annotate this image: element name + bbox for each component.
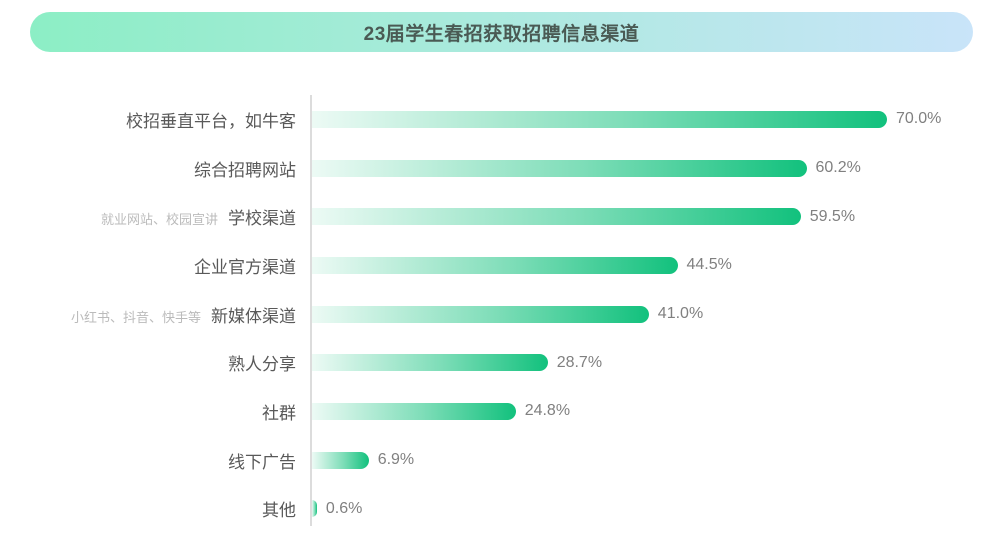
bar <box>312 305 649 323</box>
category-label: 综合招聘网站 <box>194 160 296 180</box>
bar <box>312 500 317 518</box>
value-label: 60.2% <box>815 159 861 177</box>
chart-title-banner: 23届学生春招获取招聘信息渠道 <box>30 12 973 52</box>
chart-row: 社群 24.8% <box>0 387 1003 436</box>
bar-cell: 70.0% <box>312 110 1003 128</box>
chart-row: 综合招聘网站 60.2% <box>0 144 1003 193</box>
category-label: 校招垂直平台，如牛客 <box>126 111 296 131</box>
bar <box>312 402 516 420</box>
chart-row: 其他 0.6% <box>0 485 1003 534</box>
chart-row: 熟人分享 28.7% <box>0 338 1003 387</box>
bar-cell: 60.2% <box>312 159 1003 177</box>
value-label: 41.0% <box>657 305 704 323</box>
category-label: 线下广告 <box>228 452 296 472</box>
category-cell: 熟人分享 <box>0 350 310 375</box>
value-label: 6.9% <box>377 451 415 469</box>
category-label: 企业官方渠道 <box>194 257 296 277</box>
category-label: 其他 <box>262 501 296 521</box>
value-label: 44.5% <box>686 256 732 274</box>
bar <box>312 354 548 372</box>
value-label: 70.0% <box>896 110 942 128</box>
bar-cell: 41.0% <box>312 305 1003 323</box>
bar <box>312 208 801 226</box>
value-label: 24.8% <box>524 402 571 420</box>
chart-row: 就业网站、校园宣讲 学校渠道 59.5% <box>0 192 1003 241</box>
category-cell: 校招垂直平台，如牛客 <box>0 107 310 132</box>
bar-cell: 6.9% <box>312 451 1003 469</box>
bar <box>312 451 369 469</box>
category-cell: 企业官方渠道 <box>0 253 310 278</box>
bar <box>312 256 678 274</box>
bar-cell: 44.5% <box>312 256 1003 274</box>
chart-row: 小红书、抖音、快手等 新媒体渠道 41.0% <box>0 290 1003 339</box>
category-label: 新媒体渠道 <box>211 306 296 326</box>
bar-chart: 校招垂直平台，如牛客 70.0% 综合招聘网站 60.2% 就业网站、校园宣讲 … <box>0 95 1003 533</box>
category-sublabel: 小红书、抖音、快手等 <box>70 309 201 325</box>
value-label: 0.6% <box>325 499 363 517</box>
bar-cell: 24.8% <box>312 402 1003 420</box>
bar-cell: 59.5% <box>312 208 1003 226</box>
chart-row: 线下广告 6.9% <box>0 436 1003 485</box>
y-axis-line <box>310 95 312 526</box>
bar-cell: 0.6% <box>312 500 1003 518</box>
bar-cell: 28.7% <box>312 354 1003 372</box>
bar <box>312 159 807 177</box>
category-cell: 线下广告 <box>0 448 310 473</box>
category-cell: 就业网站、校园宣讲 学校渠道 <box>0 204 310 229</box>
value-label: 28.7% <box>556 353 603 371</box>
chart-title: 23届学生春招获取招聘信息渠道 <box>363 23 640 45</box>
category-sublabel: 就业网站、校园宣讲 <box>100 212 218 228</box>
value-label: 59.5% <box>809 207 856 225</box>
category-cell: 其他 <box>0 496 310 521</box>
category-cell: 综合招聘网站 <box>0 156 310 181</box>
category-cell: 社群 <box>0 399 310 424</box>
chart-rows: 校招垂直平台，如牛客 70.0% 综合招聘网站 60.2% 就业网站、校园宣讲 … <box>0 95 1003 533</box>
category-label: 社群 <box>262 403 296 423</box>
chart-row: 校招垂直平台，如牛客 70.0% <box>0 95 1003 144</box>
chart-row: 企业官方渠道 44.5% <box>0 241 1003 290</box>
category-cell: 小红书、抖音、快手等 新媒体渠道 <box>0 302 310 327</box>
category-label: 熟人分享 <box>228 355 296 375</box>
bar <box>312 110 887 128</box>
category-label: 学校渠道 <box>228 209 296 229</box>
